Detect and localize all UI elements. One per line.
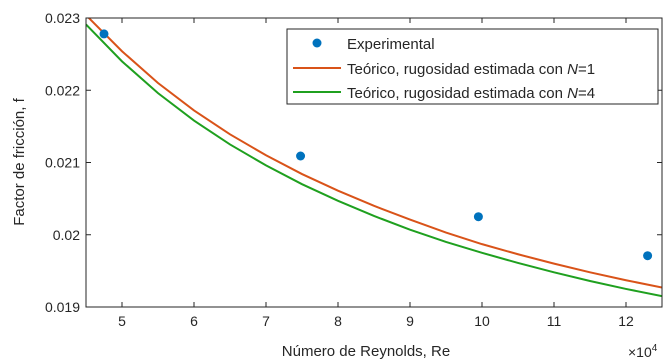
legend: Experimental Teórico, rugosidad estimada…: [286, 28, 659, 105]
x-tick-label: 6: [190, 313, 198, 329]
y-tick-label: 0.021: [45, 155, 80, 171]
legend-label-experimental: Experimental: [347, 36, 435, 53]
y-axis-label: Factor de fricción, f: [11, 97, 28, 225]
legend-label-n1-prefix: Teórico, rugosidad estimada con: [347, 61, 567, 78]
data-point-experimental: [473, 212, 483, 222]
x-multiplier-exponent: 4: [652, 343, 658, 354]
series-line-n4: [86, 23, 662, 298]
x-tick-label: 7: [262, 313, 270, 329]
legend-label-n4-suffix: =4: [578, 85, 595, 102]
legend-label-n4-prefix: Teórico, rugosidad estimada con: [347, 85, 567, 102]
x-tick-label: 5: [118, 313, 126, 329]
x-tick-label: 11: [547, 313, 562, 329]
x-tick-label: 9: [406, 313, 414, 329]
legend-label-n1-suffix: =1: [578, 61, 595, 78]
legend-label-n1: Teórico, rugosidad estimada con N=1: [347, 61, 595, 78]
legend-marker-experimental: [312, 38, 322, 48]
legend-box: [286, 28, 659, 105]
ticks-layer: 5 6 7 8 9 10 11 12 0.019 0.02 0.021 0.022 0.023: [45, 10, 662, 329]
legend-label-n4-symbol: N: [567, 85, 578, 102]
data-point-experimental: [643, 251, 653, 261]
x-axis-label: Número de Reynolds, Re: [282, 343, 450, 360]
x-tick-label: 10: [474, 313, 490, 329]
y-tick-label: 0.02: [53, 227, 80, 243]
y-tick-label: 0.022: [45, 82, 80, 98]
x-tick-label: 12: [618, 313, 634, 329]
series-layer: [86, 18, 662, 298]
data-point-experimental: [99, 29, 109, 39]
x-multiplier-base: ×10: [628, 344, 652, 360]
y-tick-label: 0.023: [45, 10, 80, 26]
series-line-n1: [87, 18, 662, 289]
x-axis-multiplier: ×104: [628, 343, 658, 360]
data-point-experimental: [296, 151, 306, 161]
y-tick-label: 0.019: [45, 299, 80, 315]
x-tick-label: 8: [334, 313, 342, 329]
legend-label-n1-symbol: N: [567, 61, 578, 78]
legend-label-n4: Teórico, rugosidad estimada con N=4: [347, 85, 595, 102]
